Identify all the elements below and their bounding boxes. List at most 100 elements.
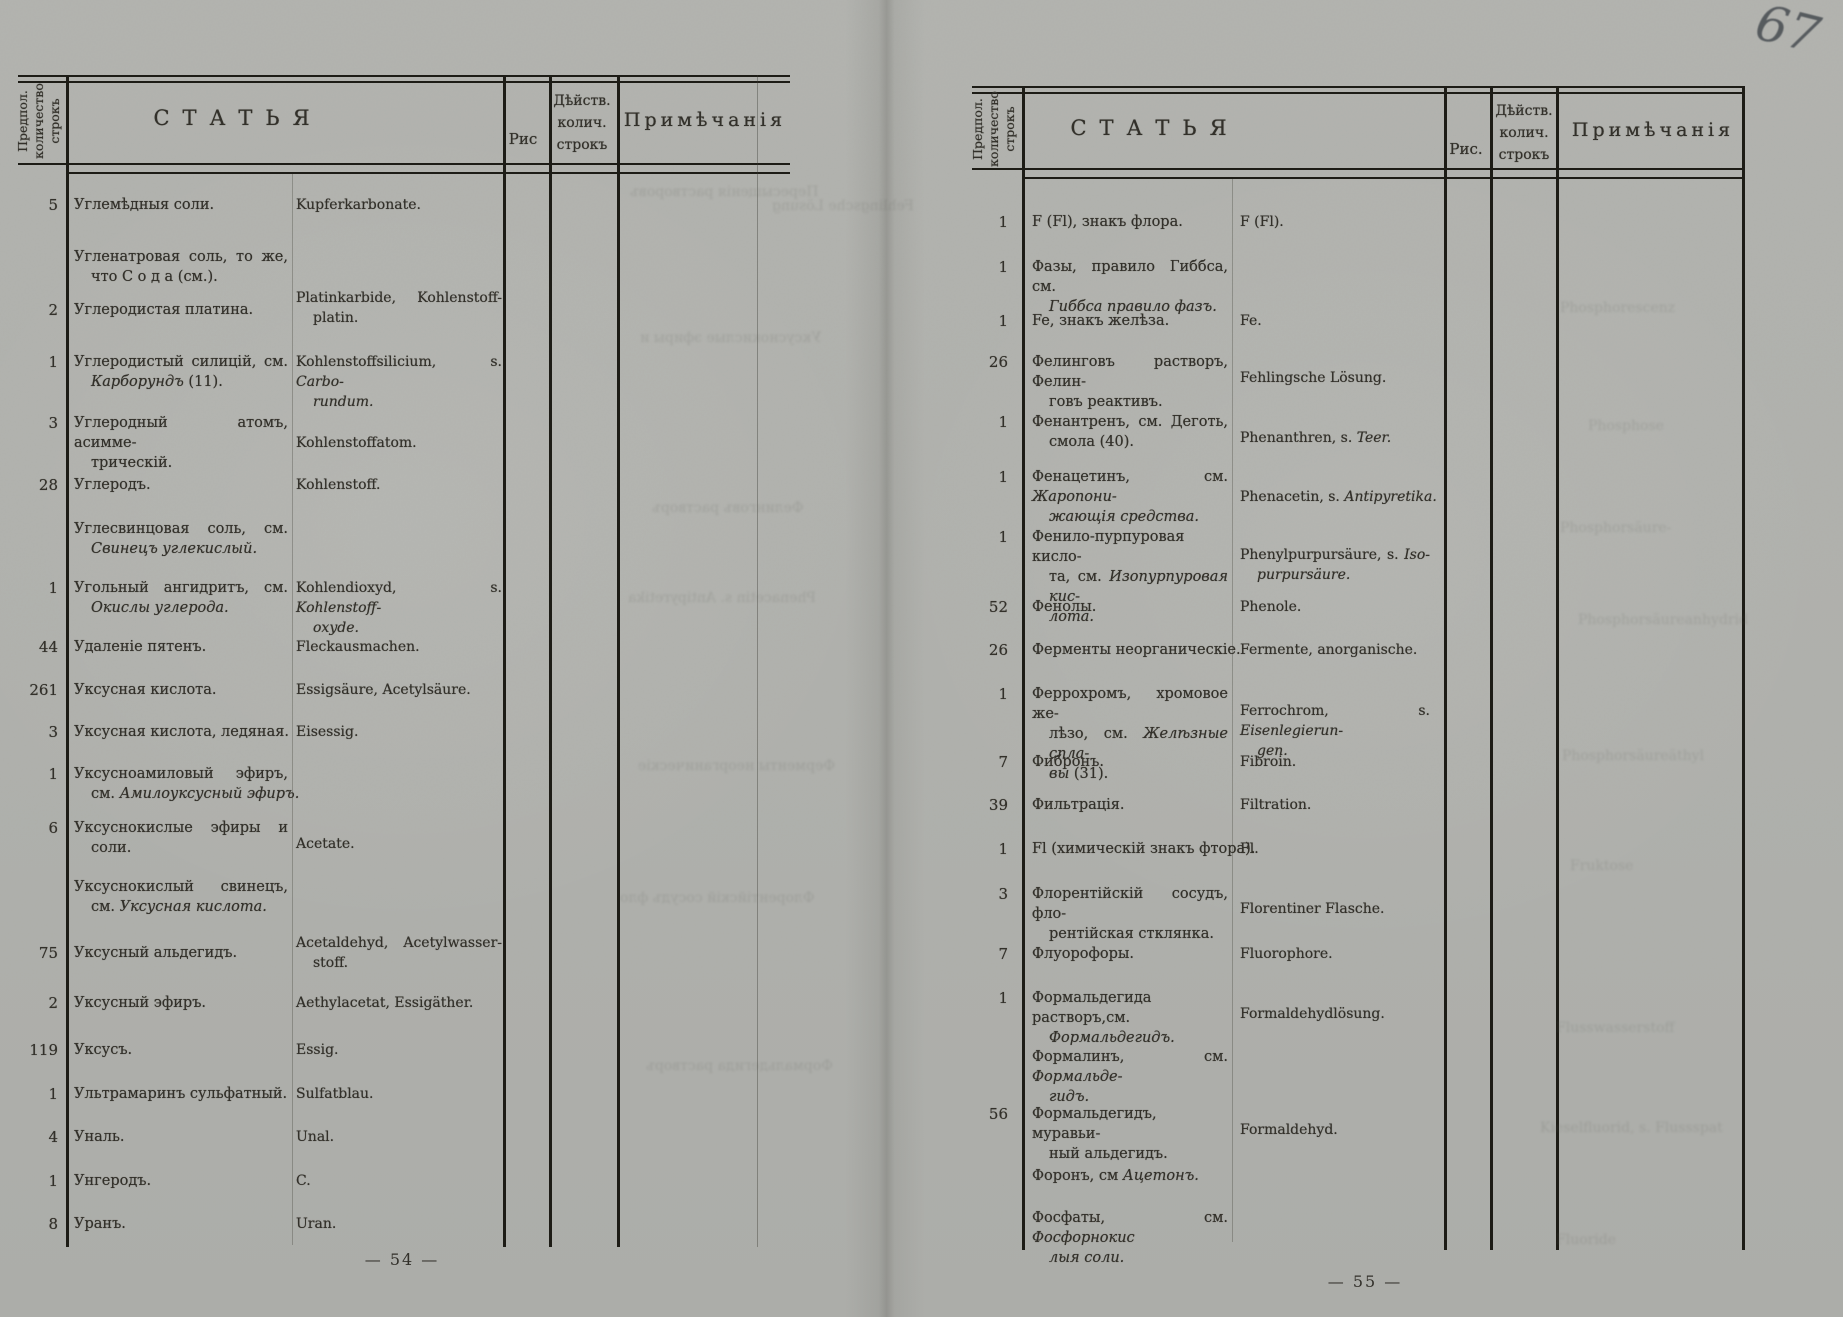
entry-russian: Угольный ангидритъ, см. Окислы углерода.	[74, 580, 288, 616]
entry-russian: Фибронъ.	[1032, 754, 1104, 770]
row-estimate-count: 1	[998, 312, 1008, 330]
entry-russian: Унгеродъ.	[74, 1173, 152, 1189]
row-estimate-count: 7	[998, 945, 1008, 963]
page-number: — 55 —	[1327, 1272, 1403, 1291]
bleedthrough-text: Phosphose	[1588, 418, 1664, 434]
column-header-estimate: Предпол. количество строкъ	[15, 83, 62, 159]
column-header-estimate: Предпол. количество строкъ	[970, 91, 1017, 167]
entry-russian: Углеродистый силицій, см. Карборундъ (11)…	[74, 354, 288, 390]
entry-german: Sulfatblau.	[296, 1086, 374, 1102]
column-header-actual: Дѣйств. колич. строкъ	[553, 93, 611, 153]
entry-russian: Фильтрація.	[1032, 797, 1125, 813]
entry-russian: Углеродный атомъ, асимме-трическій.	[74, 415, 288, 471]
row-estimate-count: 1	[998, 258, 1008, 276]
bleedthrough-text: Phosphorsäureäthyl	[1562, 748, 1705, 764]
entry-german: Fe.	[1240, 313, 1262, 329]
entry-russian: Уксусный альдегидъ.	[74, 945, 238, 961]
table-rule	[972, 168, 1745, 170]
row-estimate-count: 1	[998, 468, 1008, 486]
entry-russian: Углеродъ.	[74, 477, 151, 493]
column-header-article: СТАТЬЯ	[1070, 116, 1240, 140]
table-rule	[503, 75, 506, 1247]
column-header-figure: Рис	[508, 130, 538, 148]
entry-german: Phenylpurpursäure, s. Iso-purpursäure.	[1240, 547, 1430, 583]
row-estimate-count: 3	[998, 885, 1008, 903]
entry-russian: Уксусная кислота.	[74, 682, 217, 698]
entry-german: Kohlendioxyd, s. Kohlenstoff-oxyde.	[296, 580, 502, 636]
entry-russian: Фазы, правило Гиббса, см. Гиббса правило …	[1032, 259, 1228, 315]
table-rule	[617, 75, 620, 1247]
column-header-notes: Примѣчанія	[623, 109, 787, 131]
table-rule	[1742, 86, 1745, 1250]
entry-german: Kupferkarbonate.	[296, 197, 421, 213]
row-estimate-count: 39	[988, 796, 1008, 814]
page-gutter-shadow	[845, 0, 925, 1317]
row-estimate-count: 2	[48, 301, 58, 319]
entry-german: Kohlenstoffatom.	[296, 435, 417, 451]
entry-russian: F (Fl), знакъ флора.	[1032, 214, 1183, 230]
entry-german: Ferrochrom, s. Eisenlegierun-gen.	[1240, 703, 1430, 759]
bleedthrough-text: Пересыщенія растворовъ	[630, 184, 819, 200]
entry-german: Platinkarbide, Kohlenstoff-platin.	[296, 290, 502, 326]
row-estimate-count: 1	[48, 765, 58, 783]
entry-russian: Fe, знакъ желѣза.	[1032, 313, 1170, 329]
row-estimate-count: 1	[998, 840, 1008, 858]
table-rule	[1232, 179, 1233, 1242]
entry-russian: Углеродистая платина.	[74, 302, 254, 318]
row-estimate-count: 6	[48, 819, 58, 837]
entry-russian: Уксусная кислота, ледяная.	[74, 724, 289, 740]
entry-german: Florentiner Flasche.	[1240, 901, 1385, 917]
entry-german: Formaldehyd.	[1240, 1122, 1338, 1138]
entry-german: Aethylacetat, Essigäther.	[296, 995, 474, 1011]
entry-russian: Флуорофоры.	[1032, 946, 1135, 962]
entry-russian: Угленатровая соль, то же, что С о д а (см…	[74, 249, 288, 285]
entry-russian: Уксусный эфиръ.	[74, 995, 207, 1011]
entry-russian: Углемѣдныя соли.	[74, 197, 215, 213]
table-rule	[66, 75, 69, 1247]
row-estimate-count: 5	[48, 196, 58, 214]
bleedthrough-text: Ферменты неорганическіе	[638, 758, 835, 774]
row-estimate-count: 1	[48, 353, 58, 371]
row-estimate-count: 7	[998, 753, 1008, 771]
entry-german: Filtration.	[1240, 797, 1312, 813]
entry-german: Kohlenstoff.	[296, 477, 381, 493]
entry-german: Kohlenstoffsilicium, s. Carbo-rundum.	[296, 354, 502, 410]
entry-german: Unal.	[296, 1129, 335, 1145]
bleedthrough-text: Формальдегида растворъ	[646, 1058, 833, 1074]
row-estimate-count: 44	[38, 638, 58, 656]
entry-german: Acetate.	[296, 836, 355, 852]
entry-german: Fibroin.	[1240, 754, 1297, 770]
row-estimate-count: 75	[38, 944, 58, 962]
bleedthrough-text: Phenacetin s. Antipyretika	[628, 590, 816, 606]
table-rule	[549, 75, 552, 1247]
entry-german: Phenole.	[1240, 599, 1302, 615]
table-rule	[1556, 86, 1559, 1250]
entry-german: Eisessig.	[296, 724, 359, 740]
entry-russian: Фелинговъ растворъ, Фелин-говъ реактивъ.	[1032, 354, 1228, 410]
table-rule	[1444, 86, 1447, 1250]
bleedthrough-text: Флорентійскій сосудъ фло	[620, 890, 815, 906]
row-estimate-count: 26	[988, 353, 1008, 371]
entry-german: Uran.	[296, 1216, 337, 1232]
column-header-article: СТАТЬЯ	[153, 106, 323, 130]
table-rule	[1022, 177, 1745, 179]
entry-russian: Уранъ.	[74, 1216, 126, 1232]
row-estimate-count: 26	[988, 641, 1008, 659]
row-estimate-count: 119	[29, 1041, 58, 1059]
entry-german: Essigsäure, Acetylsäure.	[296, 682, 471, 698]
entry-german: Phenacetin, s. Antipyretika.	[1240, 489, 1437, 505]
bleedthrough-text: Fluoride	[1556, 1232, 1617, 1248]
table-rule	[757, 75, 758, 1247]
entry-russian: Углесвинцовая соль, см. Свинецъ углекислы…	[74, 521, 288, 557]
row-estimate-count: 2	[48, 994, 58, 1012]
entry-german: Phenanthren, s. Teer.	[1240, 430, 1392, 446]
entry-german: Fluorophore.	[1240, 946, 1333, 962]
entry-russian: Уксуснокислый свинецъ, см. Уксусная кисло…	[74, 879, 288, 915]
row-estimate-count: 1	[998, 213, 1008, 231]
entry-russian: Феррохромъ, хромовое же-лѣзо, см. Желѣзн…	[1032, 686, 1228, 782]
bleedthrough-text: Fruktose	[1570, 858, 1634, 874]
entry-russian: Форонъ, см Ацетонъ.	[1032, 1168, 1199, 1184]
entry-russian: Формалинъ, см. Формальде-гидъ.	[1032, 1049, 1228, 1105]
entry-russian: Удаленіе пятенъ.	[74, 639, 207, 655]
row-estimate-count: 52	[988, 598, 1008, 616]
